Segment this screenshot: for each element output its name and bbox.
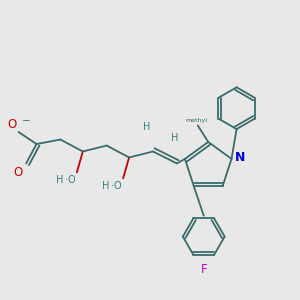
Text: N: N (235, 151, 245, 164)
Text: H: H (143, 122, 151, 132)
Text: O: O (8, 118, 17, 130)
Text: H: H (56, 175, 63, 185)
Text: ·O: ·O (65, 175, 76, 185)
Text: F: F (200, 263, 207, 277)
Text: H: H (171, 133, 178, 142)
Text: −: − (22, 116, 31, 125)
Text: methyl: methyl (185, 118, 207, 123)
Text: ·O: ·O (111, 181, 122, 191)
Text: O: O (14, 166, 23, 179)
Text: H: H (102, 181, 110, 191)
